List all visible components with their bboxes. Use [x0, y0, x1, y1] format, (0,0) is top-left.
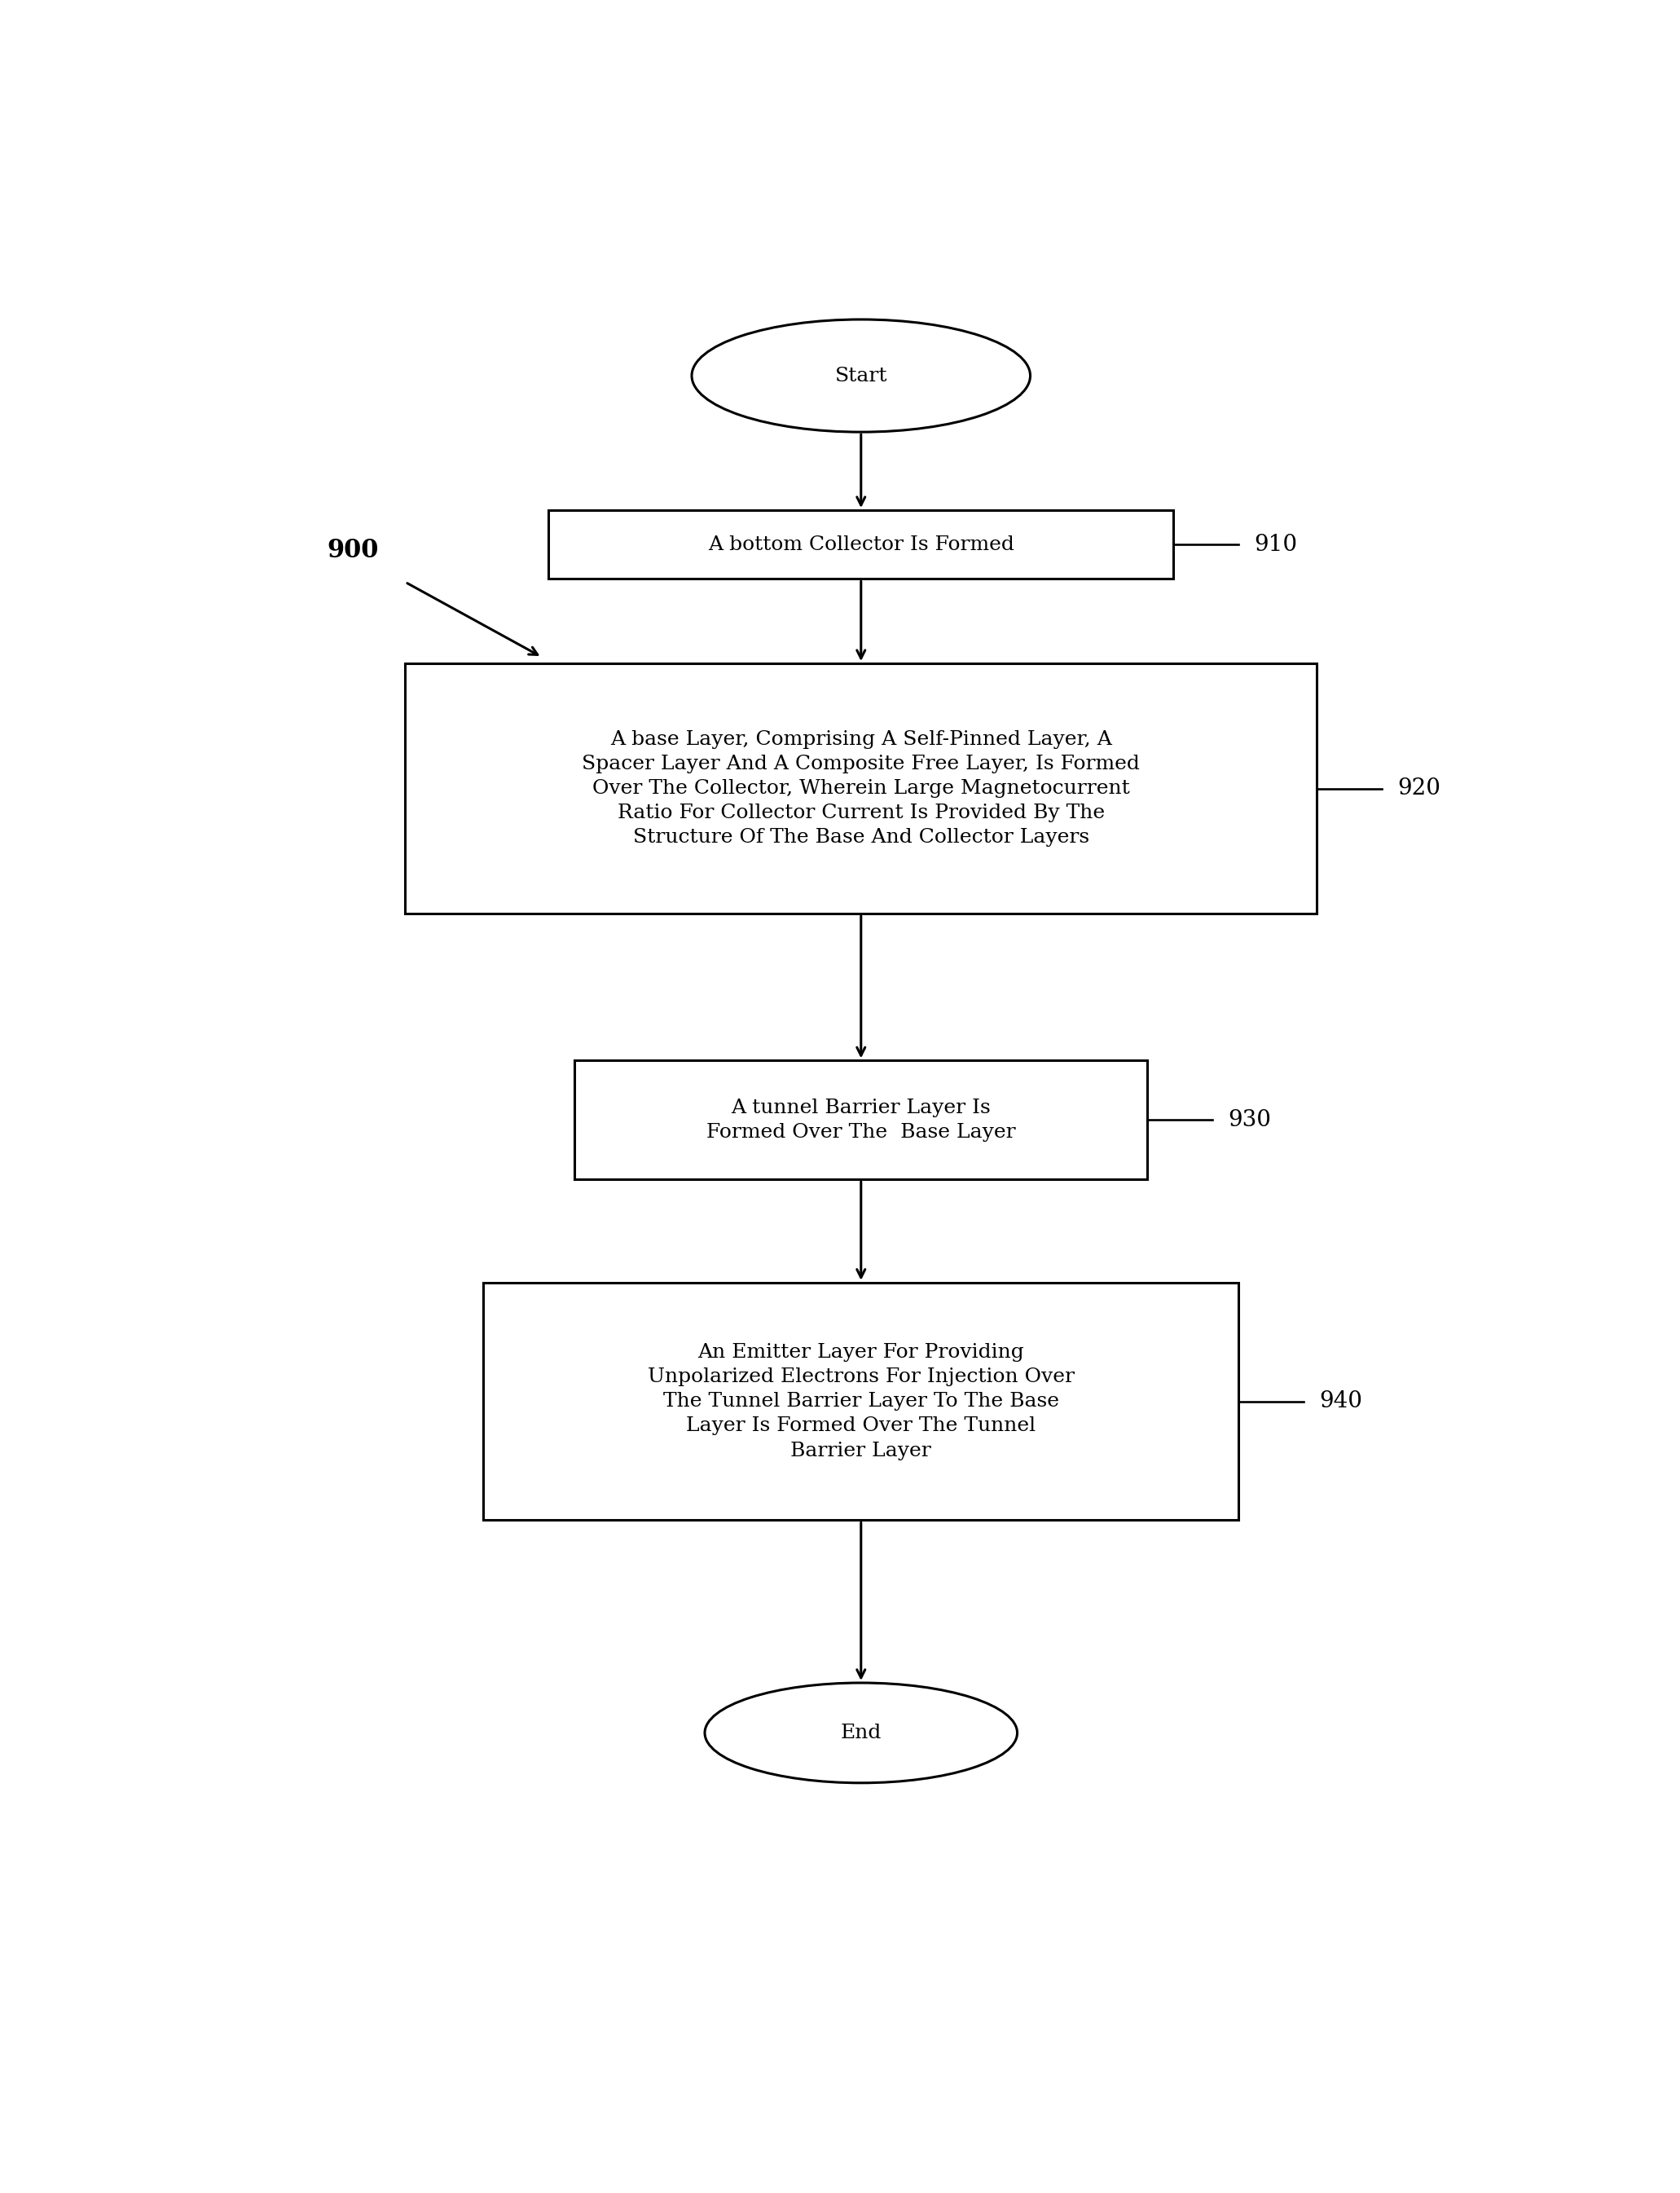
Text: 910: 910: [1255, 533, 1297, 555]
Text: 920: 920: [1398, 779, 1441, 800]
Text: 900: 900: [328, 537, 380, 564]
Bar: [575, 1061, 1147, 1180]
Text: A tunnel Barrier Layer Is
Formed Over The  Base Layer: A tunnel Barrier Layer Is Formed Over Th…: [706, 1099, 1016, 1143]
Text: End: End: [840, 1724, 882, 1741]
Text: An Emitter Layer For Providing
Unpolarized Electrons For Injection Over
The Tunn: An Emitter Layer For Providing Unpolariz…: [647, 1342, 1075, 1461]
Bar: [548, 511, 1174, 579]
Text: A base Layer, Comprising A Self-Pinned Layer, A
Spacer Layer And A Composite Fre: A base Layer, Comprising A Self-Pinned L…: [581, 730, 1141, 846]
Text: A bottom Collector Is Formed: A bottom Collector Is Formed: [707, 535, 1015, 555]
Bar: [405, 664, 1317, 914]
Text: Start: Start: [835, 366, 887, 386]
Text: 930: 930: [1228, 1110, 1272, 1132]
Bar: [484, 1283, 1238, 1520]
Text: 940: 940: [1319, 1390, 1362, 1412]
